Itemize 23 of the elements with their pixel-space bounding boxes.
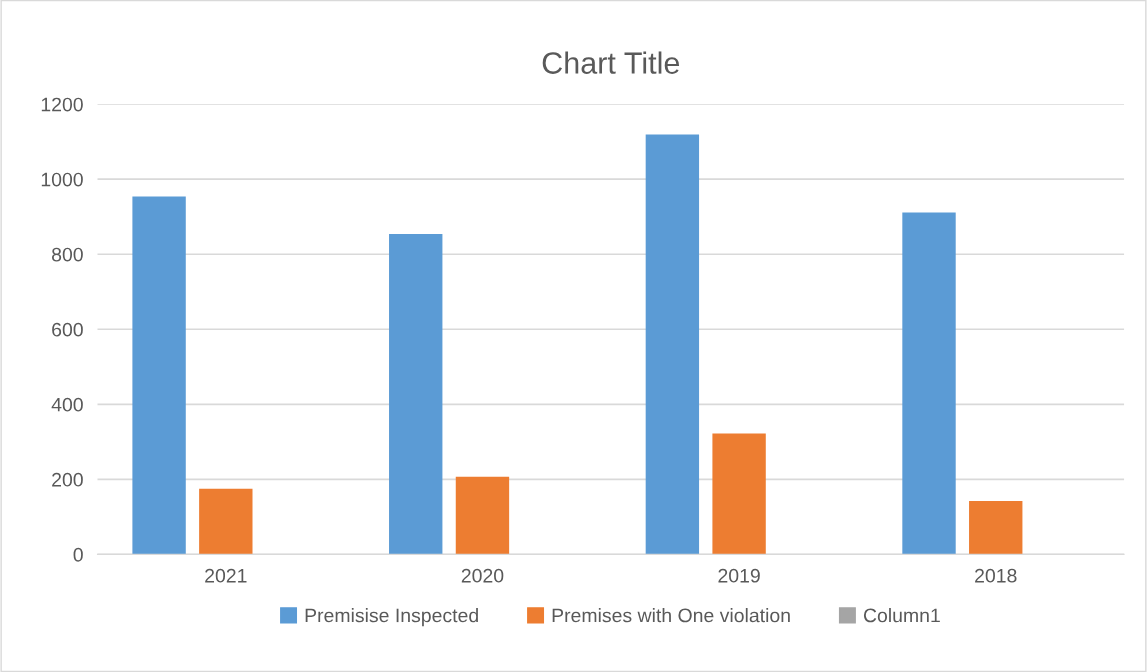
y-tick-label: 0 — [73, 547, 83, 562]
y-tick-label: 400 — [51, 397, 83, 412]
bar — [645, 134, 700, 555]
bar — [969, 501, 1023, 555]
x-tick-label: 2019 — [718, 568, 760, 583]
bar — [132, 196, 186, 555]
y-tick-label: 600 — [52, 322, 83, 337]
x-tick-label: 2021 — [205, 568, 247, 583]
legend-label: Column1 — [863, 608, 940, 623]
y-tick-label: 1200 — [41, 97, 83, 112]
legend-label: Premisise Inspected — [305, 608, 478, 627]
y-tick-label: 200 — [52, 472, 83, 487]
chart-title: Chart Title — [542, 51, 680, 74]
bar — [712, 433, 766, 555]
bar — [199, 488, 253, 555]
y-tick-label: 1000 — [41, 172, 83, 187]
bar — [389, 233, 443, 555]
y-tick-label: 800 — [52, 247, 83, 262]
bar — [902, 212, 956, 555]
x-tick-label: 2020 — [461, 568, 504, 583]
x-tick-label: 2018 — [975, 568, 1017, 583]
legend-label: Premises with One violation — [552, 608, 790, 623]
bar — [455, 476, 510, 555]
